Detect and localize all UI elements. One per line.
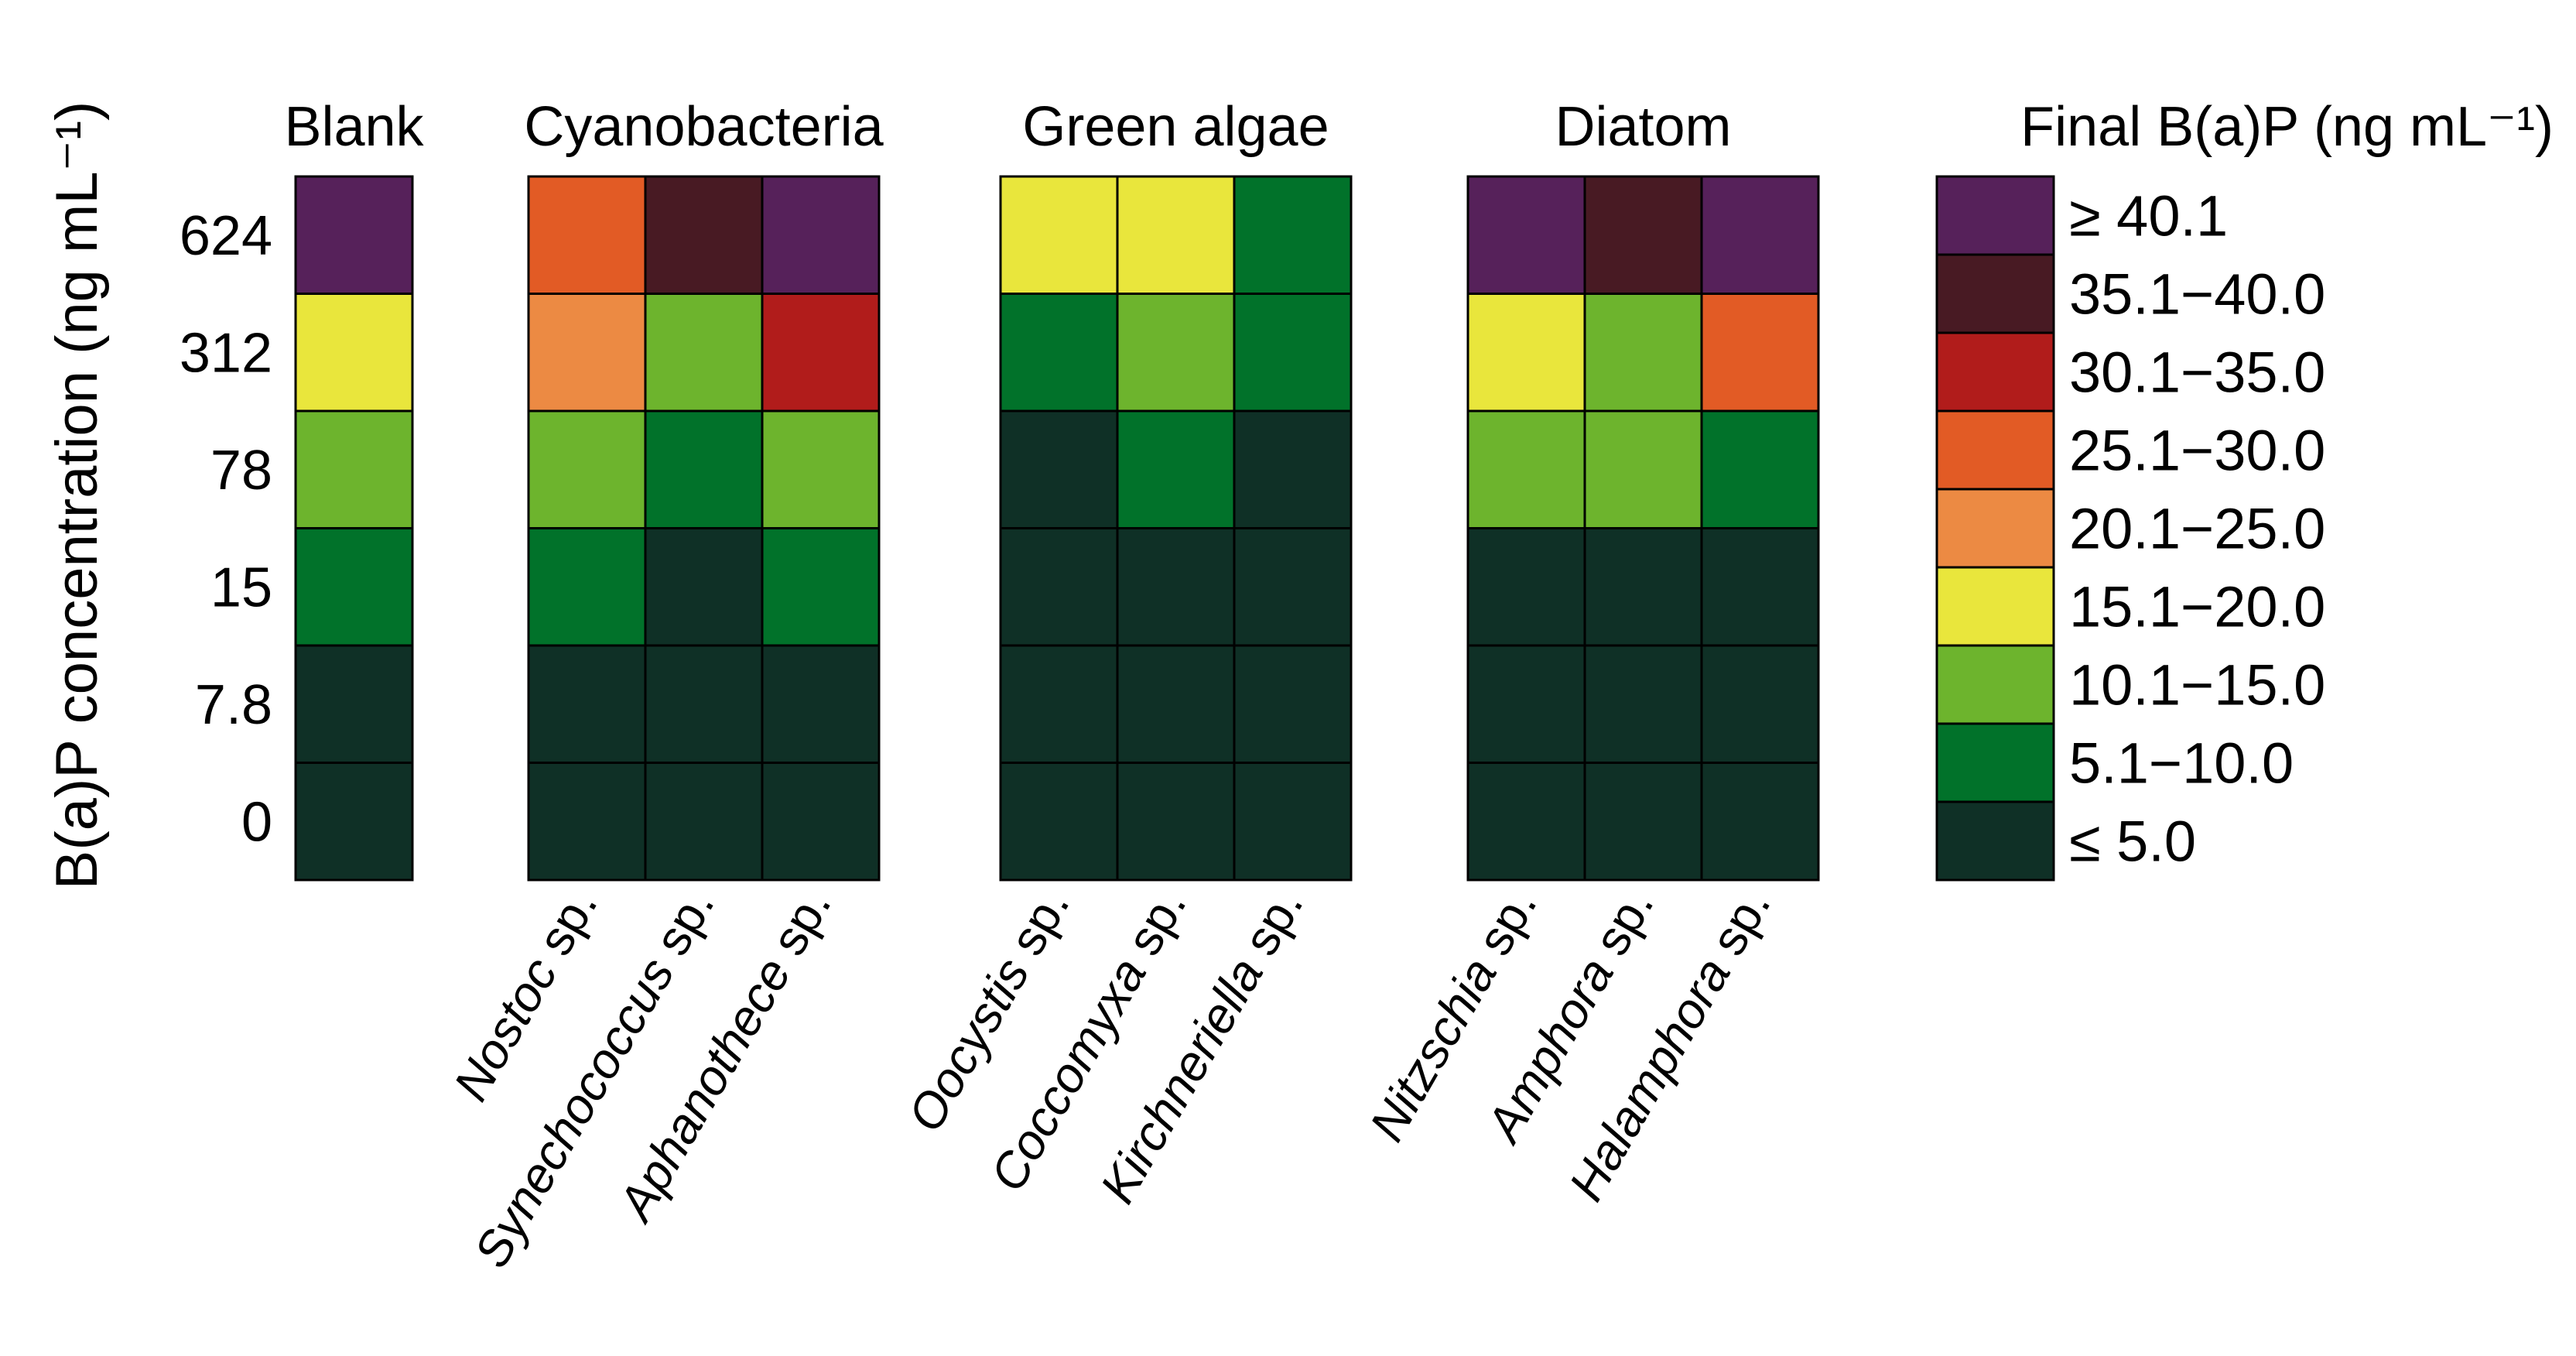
heatmap-cell — [644, 527, 764, 647]
heatmap-cell — [1233, 409, 1353, 529]
heatmap-cell — [1466, 175, 1586, 295]
legend-swatch — [1935, 331, 2055, 413]
heatmap-cell — [1466, 409, 1586, 529]
heatmap-cell — [1583, 644, 1703, 764]
group-title: Green algae — [1022, 96, 1329, 158]
heatmap-cell — [294, 644, 414, 764]
heatmap-cell — [1233, 175, 1353, 295]
legend-label: 5.1−10.0 — [2069, 731, 2294, 796]
legend-swatch — [1935, 566, 2055, 647]
heatmap-cell — [1700, 409, 1820, 529]
heatmap-cell — [1700, 293, 1820, 413]
y-axis-label: B(a)P concentration (ng mL⁻¹) — [44, 101, 110, 890]
legend-label: ≤ 5.0 — [2069, 810, 2196, 874]
legend-swatch — [1935, 800, 2055, 882]
heatmap-cell — [294, 409, 414, 529]
legend-label: ≥ 40.1 — [2069, 184, 2228, 248]
heatmap-cell — [761, 762, 881, 882]
legend-label: 15.1−20.0 — [2069, 575, 2325, 639]
legend-label: 25.1−30.0 — [2069, 419, 2325, 483]
heatmap-cell — [644, 293, 764, 413]
heatmap-cell — [1116, 527, 1236, 647]
heatmap-cell — [644, 175, 764, 295]
legend-swatch — [1935, 488, 2055, 569]
y-tick-label: 0 — [241, 791, 272, 853]
legend-swatch — [1935, 644, 2055, 725]
heatmap-cell — [294, 762, 414, 882]
heatmap-cell — [1116, 293, 1236, 413]
heatmap-cell — [1233, 293, 1353, 413]
species-label: Aphanothece sp. — [606, 879, 842, 1231]
y-tick-label: 7.8 — [195, 674, 272, 736]
heatmap-cell — [527, 644, 647, 764]
heatmap-cell — [999, 409, 1119, 529]
species-genus: Nostoc — [443, 948, 568, 1110]
heatmap-cell — [1700, 527, 1820, 647]
heatmap-cell — [999, 175, 1119, 295]
heatmap-cell — [761, 293, 881, 413]
heatmap-cell — [644, 409, 764, 529]
legend-label: 20.1−25.0 — [2069, 497, 2325, 561]
y-tick-label: 15 — [210, 556, 272, 618]
heatmap-cell — [527, 527, 647, 647]
heatmap-cell — [1116, 762, 1236, 882]
heatmap-cell — [527, 293, 647, 413]
heatmap-cell — [1700, 175, 1820, 295]
heatmap-cell — [1583, 527, 1703, 647]
y-tick-label: 624 — [180, 205, 272, 267]
heatmap-cell — [644, 762, 764, 882]
heatmap-cell — [294, 527, 414, 647]
heatmap-cell — [999, 527, 1119, 647]
legend-label: 30.1−35.0 — [2069, 341, 2325, 405]
y-tick-label: 312 — [180, 322, 272, 384]
legend-title: Final B(a)P (ng mL⁻¹) — [2020, 96, 2554, 158]
legend-label: 10.1−15.0 — [2069, 653, 2325, 717]
legend-swatch — [1935, 409, 2055, 491]
legend-label: 35.1−40.0 — [2069, 262, 2325, 327]
heatmap-cell — [1116, 644, 1236, 764]
y-tick-label: 78 — [210, 440, 272, 502]
heatmap-cell — [1583, 762, 1703, 882]
heatmap-cell — [527, 762, 647, 882]
heatmap-cell — [1233, 644, 1353, 764]
heatmap-cell — [999, 762, 1119, 882]
heatmap-cell — [644, 644, 764, 764]
heatmap-cell — [294, 293, 414, 413]
legend-swatch — [1935, 722, 2055, 803]
heatmap-cell — [1583, 409, 1703, 529]
heatmap-cell — [1466, 644, 1586, 764]
heatmap-cell — [1583, 175, 1703, 295]
heatmap-cell — [1583, 293, 1703, 413]
heatmap-cell — [1116, 175, 1236, 295]
heatmap-cell — [761, 527, 881, 647]
heatmap-cell — [761, 644, 881, 764]
legend-swatch — [1935, 253, 2055, 334]
group-title: Blank — [284, 96, 424, 158]
heatmap-cell — [527, 175, 647, 295]
heatmap-cell — [1466, 527, 1586, 647]
heatmap-cell — [1700, 644, 1820, 764]
heatmap-cell — [1233, 762, 1353, 882]
heatmap-cell — [1466, 293, 1586, 413]
heatmap-cell — [999, 644, 1119, 764]
group-title: Cyanobacteria — [524, 96, 884, 158]
group-title: Diatom — [1555, 96, 1731, 158]
heatmap-cell — [1700, 762, 1820, 882]
legend-swatch — [1935, 175, 2055, 256]
heatmap-cell — [1116, 409, 1236, 529]
heatmap-cell — [999, 293, 1119, 413]
heatmap-cell — [761, 409, 881, 529]
heatmap-cell — [527, 409, 647, 529]
heatmap-cell — [294, 175, 414, 295]
heatmap-cell — [1466, 762, 1586, 882]
heatmap-cell — [761, 175, 881, 295]
heatmap-cell — [1233, 527, 1353, 647]
